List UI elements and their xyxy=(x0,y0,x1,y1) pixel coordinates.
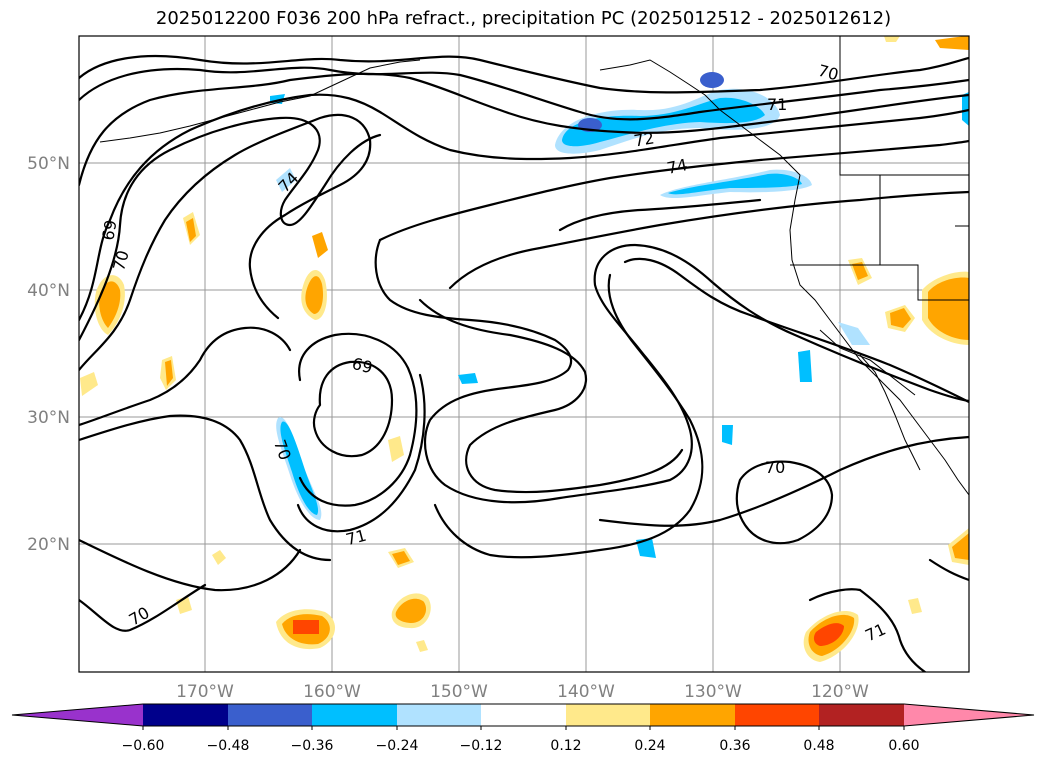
colorbar-tick-label: 0.24 xyxy=(634,738,665,754)
colorbar-segment-5 xyxy=(481,704,566,726)
contour-label-72: 72 xyxy=(632,128,655,150)
lat-label-40n: 40°N xyxy=(27,281,70,301)
colorbar-segment-1 xyxy=(143,704,228,726)
colorbar-tick-label: −0.60 xyxy=(122,738,165,754)
lon-label-130w: 130°W xyxy=(684,682,742,702)
colorbar-tick-label: −0.48 xyxy=(207,738,250,754)
lat-label-20n: 20°N xyxy=(27,535,70,555)
contour-label-70-east: 70 xyxy=(765,458,785,477)
map-frame xyxy=(79,36,969,672)
lon-label-140w: 140°W xyxy=(557,682,615,702)
positive-precip-areas xyxy=(80,36,969,662)
contour-label-71-north: 71 xyxy=(767,95,787,114)
colorbar-ticks xyxy=(142,726,905,730)
map-title: 2025012200 F036 200 hPa refract., precip… xyxy=(155,8,892,29)
colorbar-segment-2 xyxy=(228,704,312,726)
lat-label-50n: 50°N xyxy=(27,154,70,174)
lat-label-30n: 30°N xyxy=(27,408,70,428)
colorbar-tick-label: −0.24 xyxy=(376,738,419,754)
colorbar-extend-low xyxy=(12,704,143,726)
colorbar-segment-7 xyxy=(650,704,735,726)
longitude-labels: 170°W 160°W 150°W 140°W 130°W 120°W xyxy=(176,682,869,702)
coastlines xyxy=(99,36,969,496)
contour-label-69-west: 69 xyxy=(98,218,120,241)
colorbar-segment-8 xyxy=(735,704,819,726)
colorbar-segment-9 xyxy=(819,704,904,726)
colorbar-tick-label: 0.36 xyxy=(719,738,750,754)
lon-label-120w: 120°W xyxy=(811,682,869,702)
map-border xyxy=(78,35,970,673)
refractivity-contours xyxy=(79,54,969,672)
colorbar-tick-label: −0.36 xyxy=(291,738,334,754)
contour-label-70-north: 70 xyxy=(816,61,841,85)
lon-label-160w: 160°W xyxy=(303,682,361,702)
colorbar-tick-label: 0.48 xyxy=(803,738,834,754)
colorbar-segment-6 xyxy=(566,704,650,726)
colorbar-segment-4 xyxy=(397,704,481,726)
contour-label-74-east: 74 xyxy=(665,155,689,178)
colorbar-segment-3 xyxy=(312,704,397,726)
contour-label-70-west: 70 xyxy=(109,248,133,273)
latitude-labels: 50°N 40°N 30°N 20°N xyxy=(27,154,70,555)
colorbar: −0.60 −0.48 −0.36 −0.24 −0.12 0.12 0.24 … xyxy=(11,703,1035,754)
lon-label-170w: 170°W xyxy=(176,682,234,702)
colorbar-tick-label: 0.60 xyxy=(888,738,919,754)
contour-label-71-south: 71 xyxy=(344,526,369,550)
lon-label-150w: 150°W xyxy=(430,682,488,702)
colorbar-tick-label: −0.12 xyxy=(460,738,503,754)
colorbar-tick-label: 0.12 xyxy=(550,738,581,754)
contour-label-69-center: 69 xyxy=(350,354,375,378)
colorbar-extend-high xyxy=(904,704,1034,726)
